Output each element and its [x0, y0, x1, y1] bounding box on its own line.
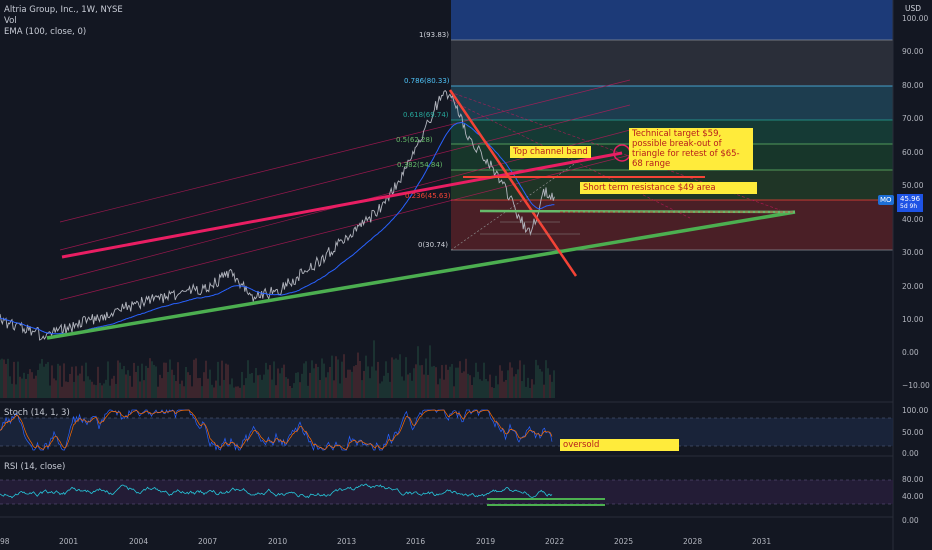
- time-tick: 2022: [545, 537, 565, 546]
- fib-level-label: 0.5(62.28): [396, 136, 433, 144]
- fib-level-label: 0.618(69.74): [403, 111, 449, 119]
- rsi-tick: 40.00: [902, 492, 924, 501]
- time-tick: 2028: [683, 537, 703, 546]
- stoch-tick: 100.00: [902, 406, 929, 415]
- technical-target-note[interactable]: Technical target $59, possible break-out…: [629, 128, 753, 170]
- price-tick: 90.00: [902, 47, 924, 56]
- top-channel-note[interactable]: Top channel band: [510, 146, 591, 158]
- price-tick: 30.00: [902, 248, 924, 257]
- time-tick: 2019: [476, 537, 496, 546]
- volume-histogram: [0, 340, 555, 398]
- resistance-note[interactable]: Short term resistance $49 area: [580, 182, 757, 194]
- time-tick: 2001: [59, 537, 79, 546]
- currency-label: USD: [905, 4, 922, 13]
- price-tick: 40.00: [902, 215, 924, 224]
- price-axis[interactable]: USD 100.00 90.00 80.00 70.00 60.00 50.00 40.00…: [893, 0, 932, 550]
- rsi-line[interactable]: [0, 483, 553, 499]
- fib-level-label: 0(30.74): [418, 241, 448, 249]
- fib-level-label: 0.786(80.33): [404, 77, 450, 85]
- current-price-tag[interactable]: 45.96 5d 9h: [897, 194, 924, 212]
- symbol-title: Altria Group, Inc., 1W, NYSE: [4, 5, 123, 15]
- price-tick: 10.00: [902, 315, 924, 324]
- price-tick: 0.00: [902, 348, 919, 357]
- fib-level-label: 0.382(54.84): [397, 161, 443, 169]
- trend-lines[interactable]: [46, 89, 796, 340]
- time-tick: 2016: [406, 537, 426, 546]
- time-tick: 2007: [198, 537, 218, 546]
- rsi-tick: 80.00: [902, 475, 924, 484]
- stoch-tick: 0.00: [902, 449, 919, 458]
- stoch-d-line[interactable]: [0, 409, 553, 450]
- price-tick: 70.00: [902, 114, 924, 123]
- time-tick: 2025: [614, 537, 634, 546]
- price-tick: 100.00: [902, 14, 929, 23]
- price-tick: 60.00: [902, 148, 924, 157]
- rsi-label[interactable]: RSI (14, close): [4, 462, 66, 472]
- downtrend-line: [448, 89, 578, 277]
- time-tick: 2010: [268, 537, 288, 546]
- symbol-tag: MO: [878, 195, 894, 205]
- fib-level-label: 0.236(45.63): [405, 192, 451, 200]
- ema-indicator-label[interactable]: EMA (100, close, 0): [4, 27, 87, 37]
- price-tick: −10.00: [902, 381, 930, 390]
- stoch-tick: 50.00: [902, 428, 924, 437]
- bar-countdown: 5d 9h: [900, 203, 918, 210]
- time-axis[interactable]: 98 2001 2004 2007 2010 2013 2016 2019 2022 2025 20…: [0, 534, 893, 550]
- top-channel-trendline: [61, 151, 623, 259]
- time-tick: 2013: [337, 537, 357, 546]
- support-trendline: [46, 210, 796, 340]
- stoch-label[interactable]: Stoch (14, 1, 3): [4, 408, 70, 418]
- ema-line[interactable]: [0, 121, 555, 335]
- price-tick: 80.00: [902, 81, 924, 90]
- oversold-note[interactable]: oversold: [560, 439, 679, 451]
- current-price: 45.96: [900, 195, 921, 203]
- volume-indicator-label[interactable]: Vol: [4, 16, 17, 26]
- price-tick: 20.00: [902, 282, 924, 291]
- rsi-tick: 0.00: [902, 516, 919, 525]
- price-tick: 50.00: [902, 181, 924, 190]
- stoch-k-line[interactable]: [0, 409, 553, 452]
- time-tick: 98: [0, 537, 10, 546]
- fib-level-label: 1(93.83): [419, 31, 449, 39]
- time-tick: 2031: [752, 537, 772, 546]
- price-series[interactable]: [0, 90, 555, 341]
- time-tick: 2004: [129, 537, 149, 546]
- chart-legend: Altria Group, Inc., 1W, NYSE Vol EMA (10…: [4, 5, 123, 38]
